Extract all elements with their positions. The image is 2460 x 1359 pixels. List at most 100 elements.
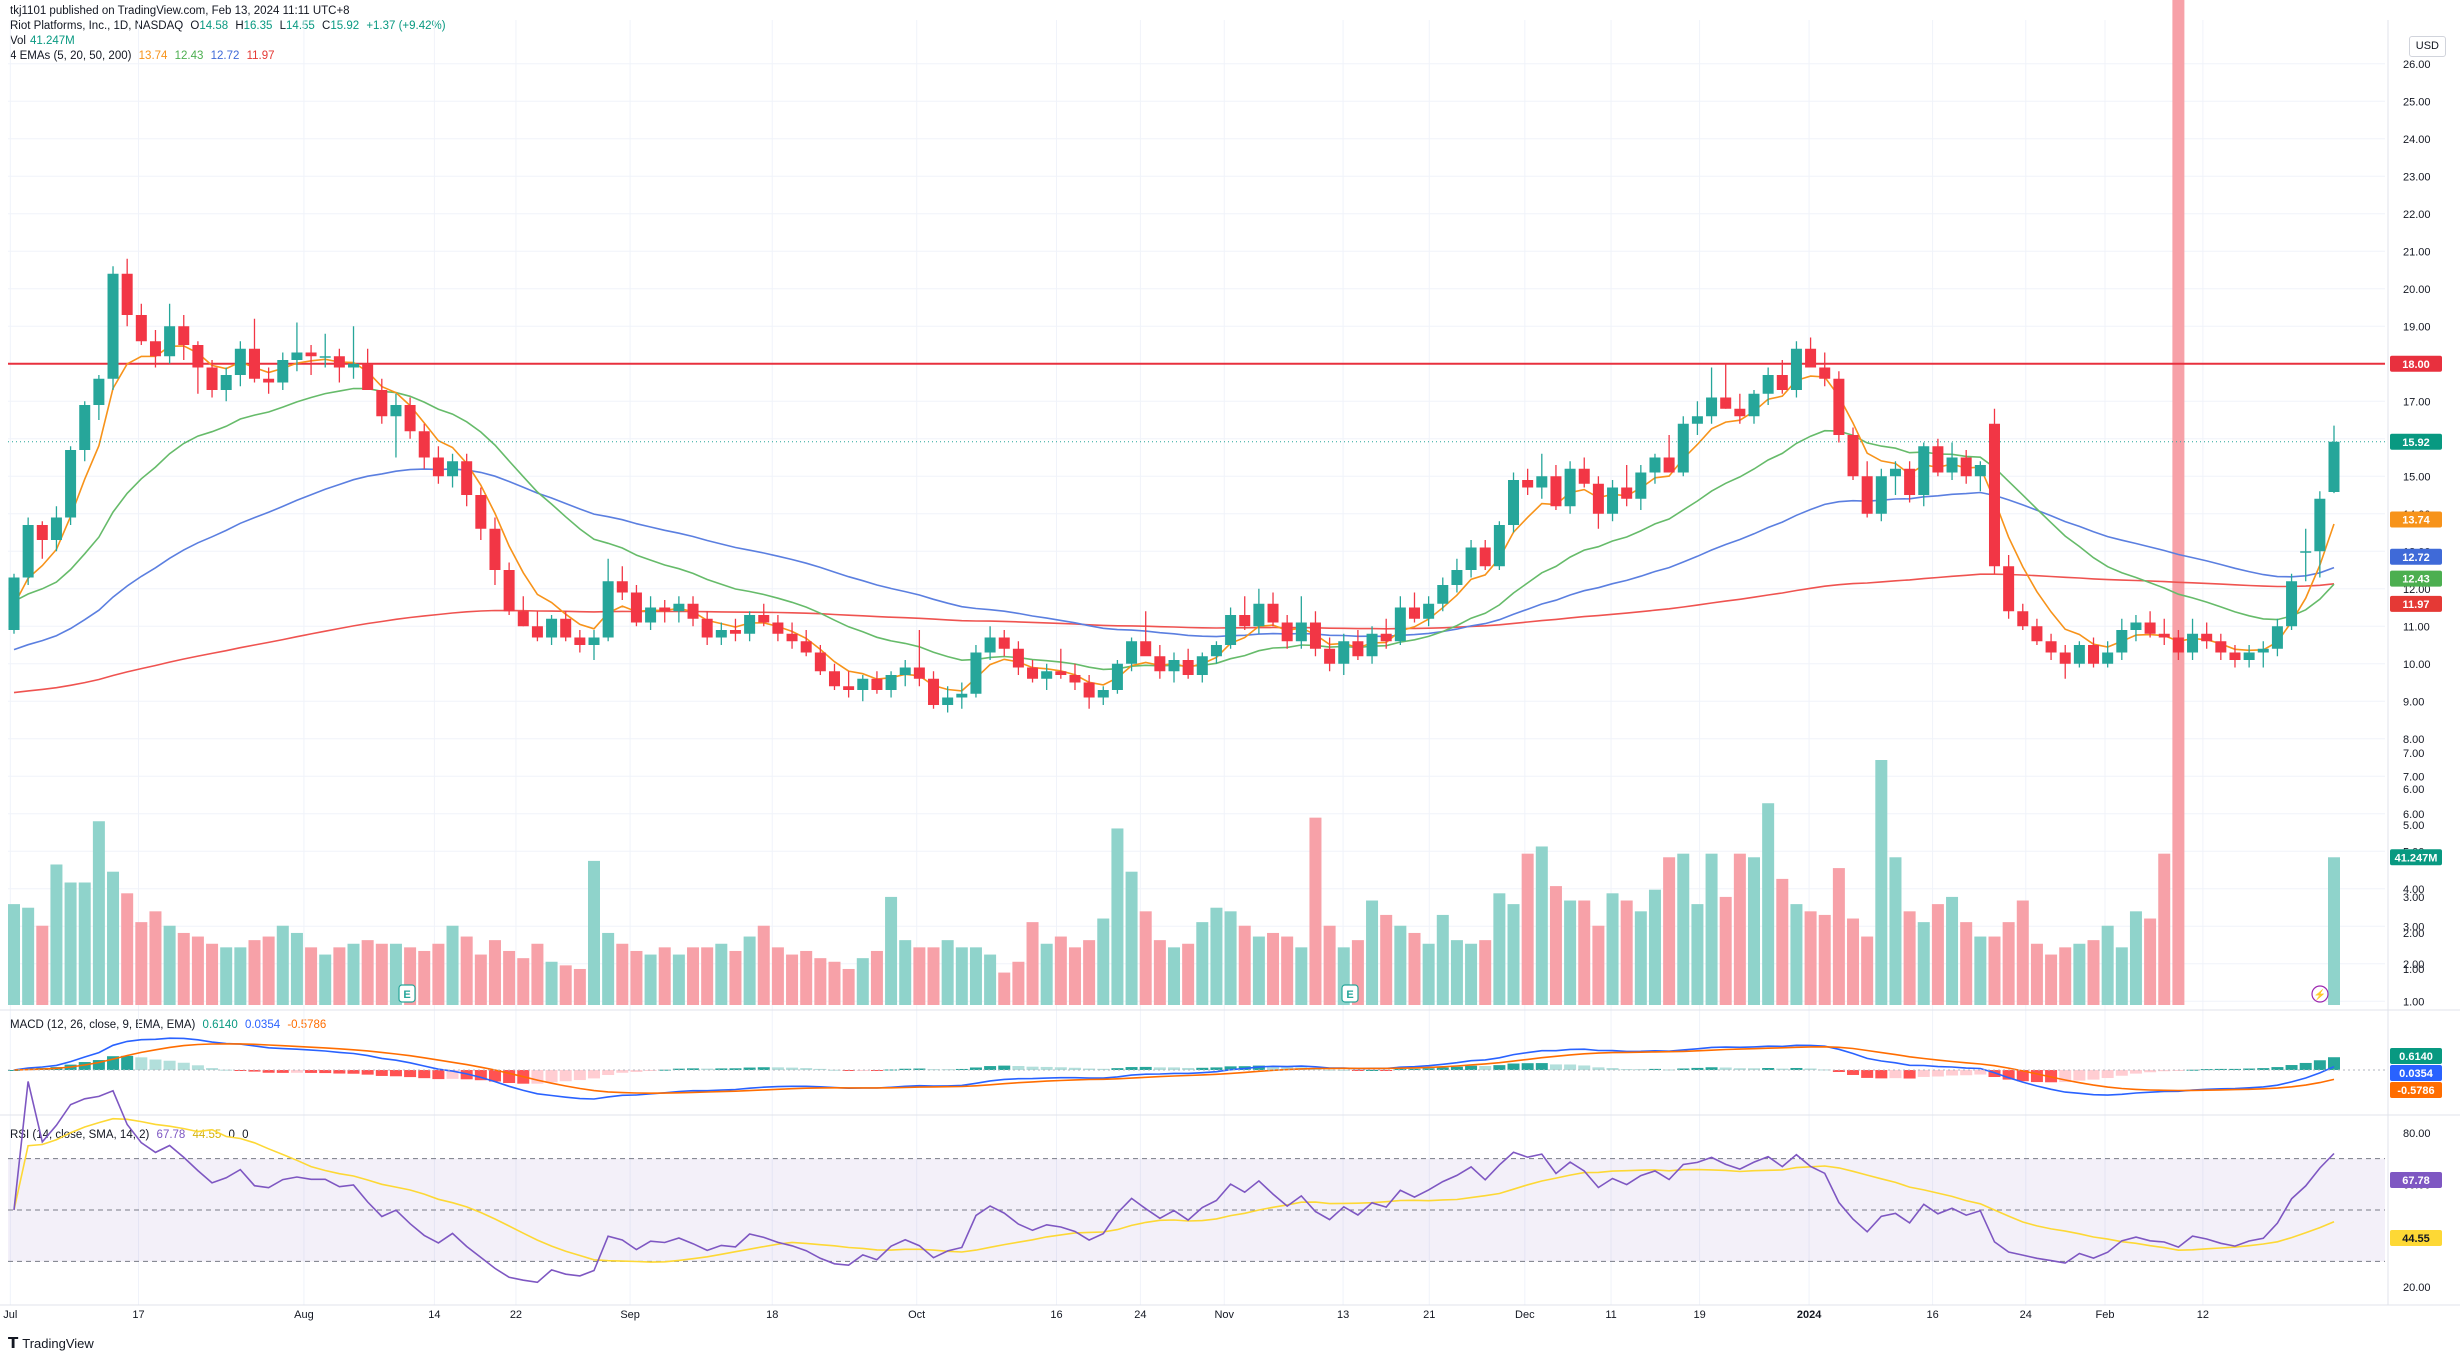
volume-bar — [290, 932, 303, 1005]
time-axis-tick: Oct — [908, 1309, 925, 1321]
candle-body — [871, 678, 883, 690]
candle-body — [1960, 457, 1972, 477]
volume-bar — [1847, 918, 1860, 1005]
volume-bar — [1648, 889, 1661, 1005]
volume-bar — [50, 864, 63, 1005]
volume-bar — [2073, 943, 2086, 1005]
macd-histogram-bar — [672, 1068, 685, 1070]
candle-body — [1225, 615, 1237, 645]
macd-histogram-bar — [1026, 1066, 1039, 1070]
volume-bar — [2158, 853, 2171, 1005]
candle-body — [376, 390, 388, 417]
macd-legend-macd: 0.0354 — [244, 1019, 281, 1031]
macd-histogram-bar — [701, 1068, 714, 1070]
volume-bar — [842, 968, 855, 1005]
macd-axis-label: -0.5786 — [2397, 1085, 2434, 1097]
macd-histogram-bar — [2271, 1067, 2284, 1070]
volume-bar — [1974, 936, 1987, 1005]
macd-histogram-bar — [234, 1070, 247, 1071]
volume-bar — [1210, 907, 1223, 1005]
price-axis-tick: 9.00 — [2403, 696, 2424, 708]
price-axis-tick: 17.00 — [2403, 396, 2431, 408]
candle-body — [729, 630, 741, 634]
price-axis-tick: 8.00 — [2403, 734, 2424, 746]
macd-histogram-bar — [870, 1070, 883, 1071]
price-axis-tick: 2.00 — [2403, 959, 2424, 971]
macd-histogram-bar — [2045, 1070, 2058, 1083]
macd-histogram-bar — [1719, 1067, 1732, 1070]
volume-bar — [1479, 940, 1492, 1005]
volume-bar — [446, 925, 459, 1005]
candle-body — [277, 360, 289, 383]
time-axis-tick: 13 — [1337, 1309, 1349, 1321]
volume-bar — [800, 950, 813, 1005]
volume-bar — [503, 950, 516, 1005]
volume-bar — [1903, 911, 1916, 1005]
candle-body — [2215, 641, 2227, 653]
volume-bar — [92, 821, 105, 1005]
volume-bar — [1691, 904, 1704, 1005]
volume-legend[interactable]: Vol 41.247M — [10, 35, 75, 47]
volume-bar — [347, 943, 360, 1005]
macd-histogram-bar — [885, 1069, 898, 1071]
macd-histogram-bar — [899, 1068, 912, 1070]
ema-legend[interactable]: 4 EMAs (5, 20, 50, 200) 13.74 12.43 12.7… — [10, 50, 275, 62]
macd-histogram-bar — [1762, 1068, 1775, 1070]
macd-histogram-bar — [2101, 1070, 2114, 1079]
volume-bar — [1012, 961, 1025, 1005]
candle-body — [630, 592, 642, 623]
candle-body — [2144, 622, 2156, 634]
macd-histogram-bar — [2285, 1065, 2298, 1070]
candle-body — [93, 378, 105, 405]
candle-body — [1762, 375, 1774, 394]
volume-bar — [885, 896, 898, 1005]
candle-body — [701, 618, 713, 638]
candle-body — [970, 652, 982, 694]
candle-body — [348, 363, 360, 368]
macd-histogram-bar — [2328, 1057, 2340, 1070]
candle-body — [1168, 660, 1180, 672]
volume-bar — [1252, 936, 1265, 1005]
macd-histogram-bar — [135, 1057, 148, 1070]
macd-legend[interactable]: MACD (12, 26, close, 9, EMA, EMA) 0.6140… — [10, 1019, 327, 1031]
volume-bar — [616, 943, 629, 1005]
volume-bar — [1719, 896, 1732, 1005]
candle-body — [744, 615, 756, 634]
symbol-legend[interactable]: Riot Platforms, Inc., 1D, NASDAQ O14.58 … — [10, 19, 450, 34]
candle-body — [942, 697, 954, 705]
candle-body — [1522, 480, 1534, 488]
volume-bar — [460, 936, 473, 1005]
candle-body — [1833, 378, 1845, 435]
candle-body — [1974, 465, 1986, 477]
macd-histogram-bar — [1733, 1068, 1746, 1070]
candle-body — [135, 315, 147, 342]
volume-bar — [828, 961, 841, 1005]
candle-body — [192, 345, 204, 368]
macd-histogram-bar — [1931, 1070, 1944, 1077]
macd-histogram-bar — [2158, 1070, 2171, 1072]
macd-histogram-bar — [984, 1066, 997, 1070]
volume-bar — [191, 936, 204, 1005]
candle-body — [998, 637, 1010, 649]
volume-bar — [1988, 936, 2001, 1005]
candle-body — [489, 528, 501, 570]
ema20-price-label-box — [2390, 570, 2442, 587]
volume-bar — [1139, 911, 1152, 1005]
earnings-marker — [1341, 984, 1359, 1003]
macd-histogram-bar — [1012, 1065, 1025, 1070]
macd-histogram-bar — [1351, 1070, 1364, 1071]
volume-bar — [743, 936, 756, 1005]
macd-histogram-bar — [545, 1070, 558, 1083]
tradingview-logo[interactable]: 𝗧 TradingView — [8, 1335, 94, 1352]
macd-histogram-bar — [1168, 1067, 1180, 1070]
macd-histogram-bar — [1804, 1068, 1817, 1070]
rsi-axis-tick: 80.00 — [2403, 1128, 2431, 1140]
price-axis-tick: 26.00 — [2403, 59, 2431, 71]
currency-button[interactable]: USD — [2408, 36, 2446, 57]
macd-histogram-bar — [1648, 1068, 1661, 1070]
candle-body — [1748, 393, 1760, 417]
ema200-price-label: 11.97 — [2403, 599, 2430, 611]
candle-body — [1536, 476, 1548, 488]
macd-histogram-bar — [1507, 1063, 1520, 1070]
